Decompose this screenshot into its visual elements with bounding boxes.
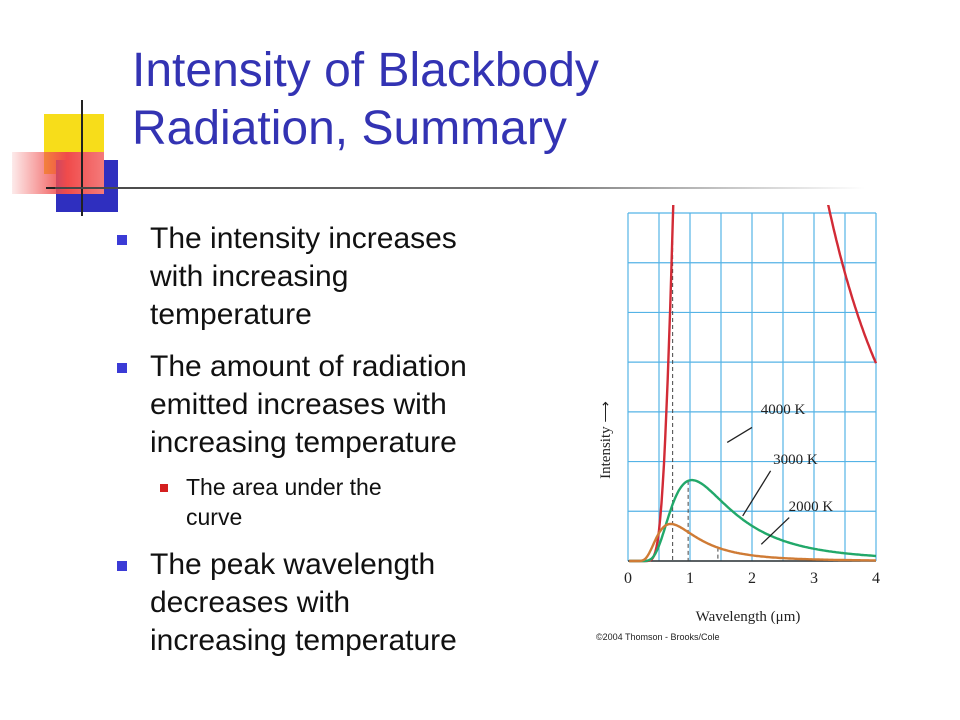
bullet-text: The peak wavelength: [150, 548, 436, 581]
bullet-list: The intensity increases with increasing …: [112, 220, 552, 674]
bullet-text: The amount of radiation: [150, 350, 467, 383]
chart-grid: [627, 212, 877, 562]
x-tick-label: 1: [686, 570, 694, 587]
curve-3000k: [629, 478, 877, 563]
chart-series-labels: 4000 K 3000 K 2000 K: [726, 402, 834, 545]
bullet-radiation-amount: The amount of radiation emitted increase…: [112, 348, 552, 462]
bullet-text: temperature: [150, 298, 312, 331]
curve-2000k: [629, 522, 876, 563]
series-leader-line: [742, 470, 772, 517]
y-axis-label: Intensity ⟶: [598, 401, 614, 479]
curve-4000k: [629, 205, 878, 563]
series-label: 4000 K: [761, 402, 806, 418]
title-line-2: Radiation, Summary: [132, 102, 567, 155]
x-axis-label: Wavelength (μm): [696, 609, 801, 625]
sub-bullet-marker: [160, 484, 168, 492]
bullet-peak-wavelength: The peak wavelength decreases with incre…: [112, 546, 552, 660]
bullet-marker: [117, 561, 127, 571]
bullet-marker: [117, 363, 127, 373]
copyright-credit: ©2004 Thomson - Brooks/Cole: [596, 632, 720, 642]
bullet-text: curve: [186, 504, 243, 530]
title-line-1: Intensity of Blackbody: [132, 44, 599, 97]
chart-ticks: 0 1 2 3 4: [624, 570, 880, 587]
x-tick-label: 4: [872, 570, 880, 587]
sub-bullet-area: The area under the curve: [152, 472, 552, 532]
x-tick-label: 2: [748, 570, 756, 587]
bullet-text: with increasing: [150, 260, 349, 293]
blackbody-chart: 0 1 2 3 4 4000 K 3000 K 2000 K Intensity ⟶ Wav…: [598, 205, 880, 625]
x-tick-label: 0: [624, 570, 632, 587]
chart-curves: [629, 205, 878, 563]
series-leader-line: [760, 517, 790, 545]
bullet-text: The area under the: [186, 474, 382, 500]
bullet-text: emitted increases with: [150, 388, 447, 421]
series-label: 2000 K: [789, 499, 834, 515]
bullet-text: decreases with: [150, 586, 351, 619]
bullet-marker: [117, 235, 127, 245]
bullet-text: The intensity increases: [150, 222, 457, 255]
decor-horizontal-line: [46, 187, 58, 189]
series-leader-line: [726, 426, 753, 443]
bullet-intensity: The intensity increases with increasing …: [112, 220, 552, 334]
title-underline: [55, 187, 865, 189]
x-tick-label: 3: [810, 570, 818, 587]
series-label: 3000 K: [773, 452, 818, 468]
slide-title: Intensity of Blackbody Radiation, Summar…: [132, 42, 932, 158]
bullet-text: increasing temperature: [150, 624, 457, 657]
decor-vertical-line: [81, 100, 83, 216]
bullet-text: increasing temperature: [150, 426, 457, 459]
